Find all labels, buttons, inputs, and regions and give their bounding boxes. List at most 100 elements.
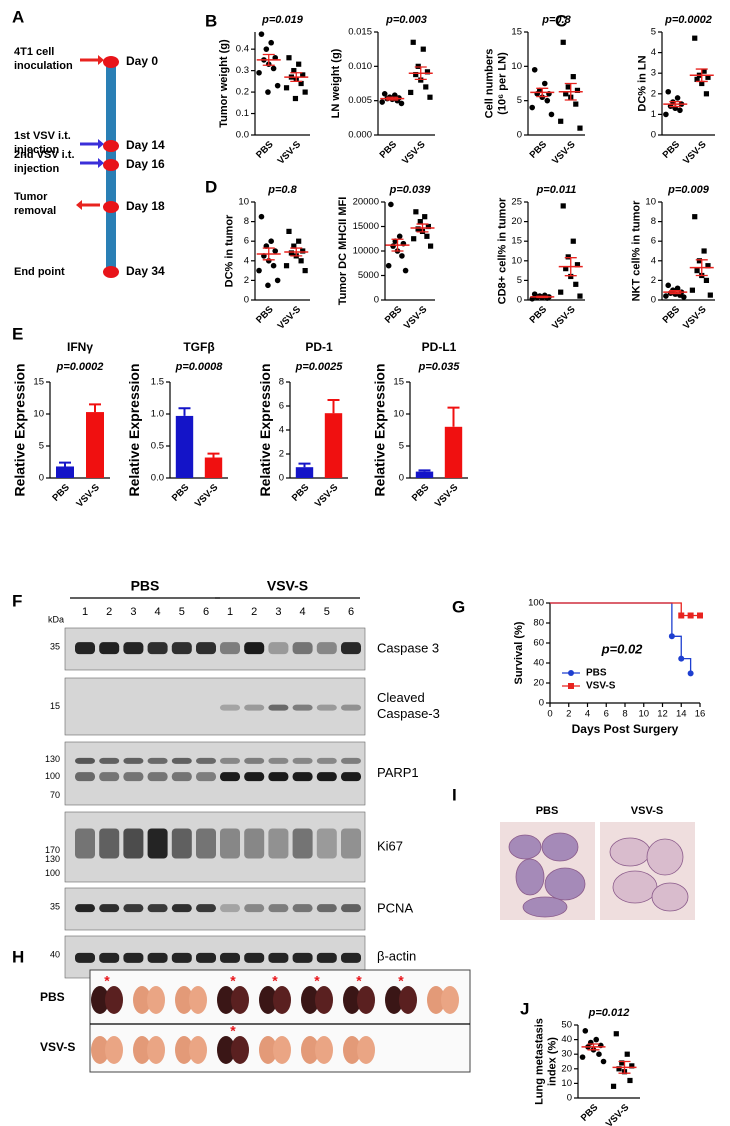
blot-band bbox=[316, 828, 337, 859]
timeline-event: removal bbox=[14, 205, 56, 217]
lung bbox=[217, 986, 235, 1014]
data-point bbox=[268, 238, 274, 244]
blot-band bbox=[316, 904, 337, 913]
y-tick-label: 6 bbox=[244, 236, 249, 247]
data-point bbox=[689, 287, 695, 293]
chart-title: TGFβ bbox=[183, 340, 214, 354]
blot-band bbox=[196, 952, 216, 963]
data-point bbox=[696, 258, 703, 264]
data-point bbox=[699, 80, 705, 87]
timeline-day: Day 14 bbox=[126, 138, 165, 152]
y-axis-label: Survival (%) bbox=[513, 621, 525, 684]
blot-band bbox=[316, 704, 337, 711]
metastasis-marker: * bbox=[272, 973, 278, 989]
y-axis-label: Cell numbers bbox=[484, 49, 496, 119]
blot-band bbox=[244, 828, 265, 859]
timeline-arrowhead bbox=[76, 200, 82, 210]
lung bbox=[343, 1036, 361, 1064]
y-tick-label: 10 bbox=[393, 409, 404, 420]
blot-band bbox=[75, 828, 95, 859]
blot-band bbox=[341, 952, 361, 963]
bar bbox=[415, 471, 434, 478]
y-tick-label: 0 bbox=[517, 295, 522, 306]
blot-band bbox=[99, 828, 120, 859]
lung bbox=[315, 986, 333, 1014]
blot-band bbox=[171, 828, 192, 859]
tissue bbox=[544, 867, 586, 901]
panel-label: D bbox=[205, 177, 217, 196]
data-point bbox=[274, 277, 281, 284]
blot-band bbox=[244, 757, 265, 764]
data-point bbox=[694, 268, 700, 274]
x-tick-label: 4 bbox=[585, 709, 590, 720]
data-point bbox=[574, 87, 581, 93]
lung bbox=[273, 1036, 291, 1064]
data-point bbox=[286, 228, 292, 234]
data-point bbox=[565, 84, 571, 90]
blot-group: VSV-S bbox=[267, 578, 308, 594]
y-axis-label: DC% in LN bbox=[636, 55, 648, 111]
mw-marker: 40 bbox=[50, 949, 60, 959]
data-point bbox=[539, 94, 546, 101]
blot-band bbox=[123, 952, 144, 963]
p-value: p=0.011 bbox=[536, 184, 577, 196]
chart-title: PD-L1 bbox=[422, 340, 457, 354]
bar bbox=[324, 413, 343, 478]
data-point bbox=[600, 1058, 607, 1065]
tissue bbox=[522, 896, 568, 918]
error-bar bbox=[564, 82, 577, 101]
lung bbox=[147, 986, 165, 1014]
blot-band bbox=[196, 904, 216, 913]
blot-band bbox=[244, 642, 265, 655]
data-point bbox=[674, 95, 681, 101]
blot-band bbox=[220, 757, 240, 764]
p-value: p=0.009 bbox=[667, 184, 710, 196]
y-tick-label: 1 bbox=[651, 109, 656, 120]
y-tick-label: 8 bbox=[279, 377, 284, 388]
data-point bbox=[379, 99, 385, 105]
mw-marker: 130 bbox=[45, 854, 60, 864]
blot-band bbox=[341, 772, 361, 782]
y-tick-label: 4 bbox=[651, 255, 656, 266]
blot-band bbox=[123, 904, 144, 913]
error-bar bbox=[178, 407, 191, 416]
blot-band bbox=[292, 642, 313, 655]
data-point bbox=[418, 77, 424, 83]
timeline-day: Day 34 bbox=[126, 264, 165, 278]
blot-band bbox=[99, 904, 120, 913]
y-tick-label: 0.000 bbox=[348, 130, 372, 141]
y-axis-label: Relative Expression bbox=[126, 363, 142, 496]
error-bar bbox=[447, 406, 460, 427]
timeline-dot bbox=[103, 140, 119, 152]
metastasis-marker: * bbox=[230, 973, 236, 989]
y-tick-label: 6 bbox=[279, 401, 284, 412]
y-tick-label: 50 bbox=[561, 1020, 572, 1031]
lung bbox=[105, 986, 123, 1014]
lane-number: 6 bbox=[203, 606, 209, 618]
y-tick-label: 4 bbox=[651, 47, 656, 58]
blot-band bbox=[171, 772, 192, 782]
data-point bbox=[707, 292, 713, 298]
blot-band bbox=[244, 772, 265, 782]
blot-band bbox=[99, 772, 120, 782]
timeline-event: injection bbox=[14, 163, 60, 175]
timeline-arrowhead bbox=[98, 55, 104, 65]
data-point bbox=[663, 293, 669, 299]
y-tick-label: 10 bbox=[511, 255, 522, 266]
data-point bbox=[560, 39, 566, 45]
bar bbox=[86, 412, 104, 478]
p-value: p=0.039 bbox=[389, 184, 432, 196]
data-point bbox=[593, 1036, 600, 1043]
timeline-dot bbox=[103, 266, 119, 278]
data-point bbox=[298, 258, 304, 264]
blot-band bbox=[220, 642, 240, 655]
panel-label: I bbox=[452, 785, 457, 804]
data-point bbox=[577, 125, 583, 131]
legend-marker bbox=[568, 683, 574, 689]
y-tick-label: 5 bbox=[399, 441, 404, 452]
data-point bbox=[703, 91, 710, 97]
data-point bbox=[613, 1031, 619, 1037]
lung bbox=[147, 1036, 165, 1064]
lung bbox=[259, 1036, 277, 1064]
